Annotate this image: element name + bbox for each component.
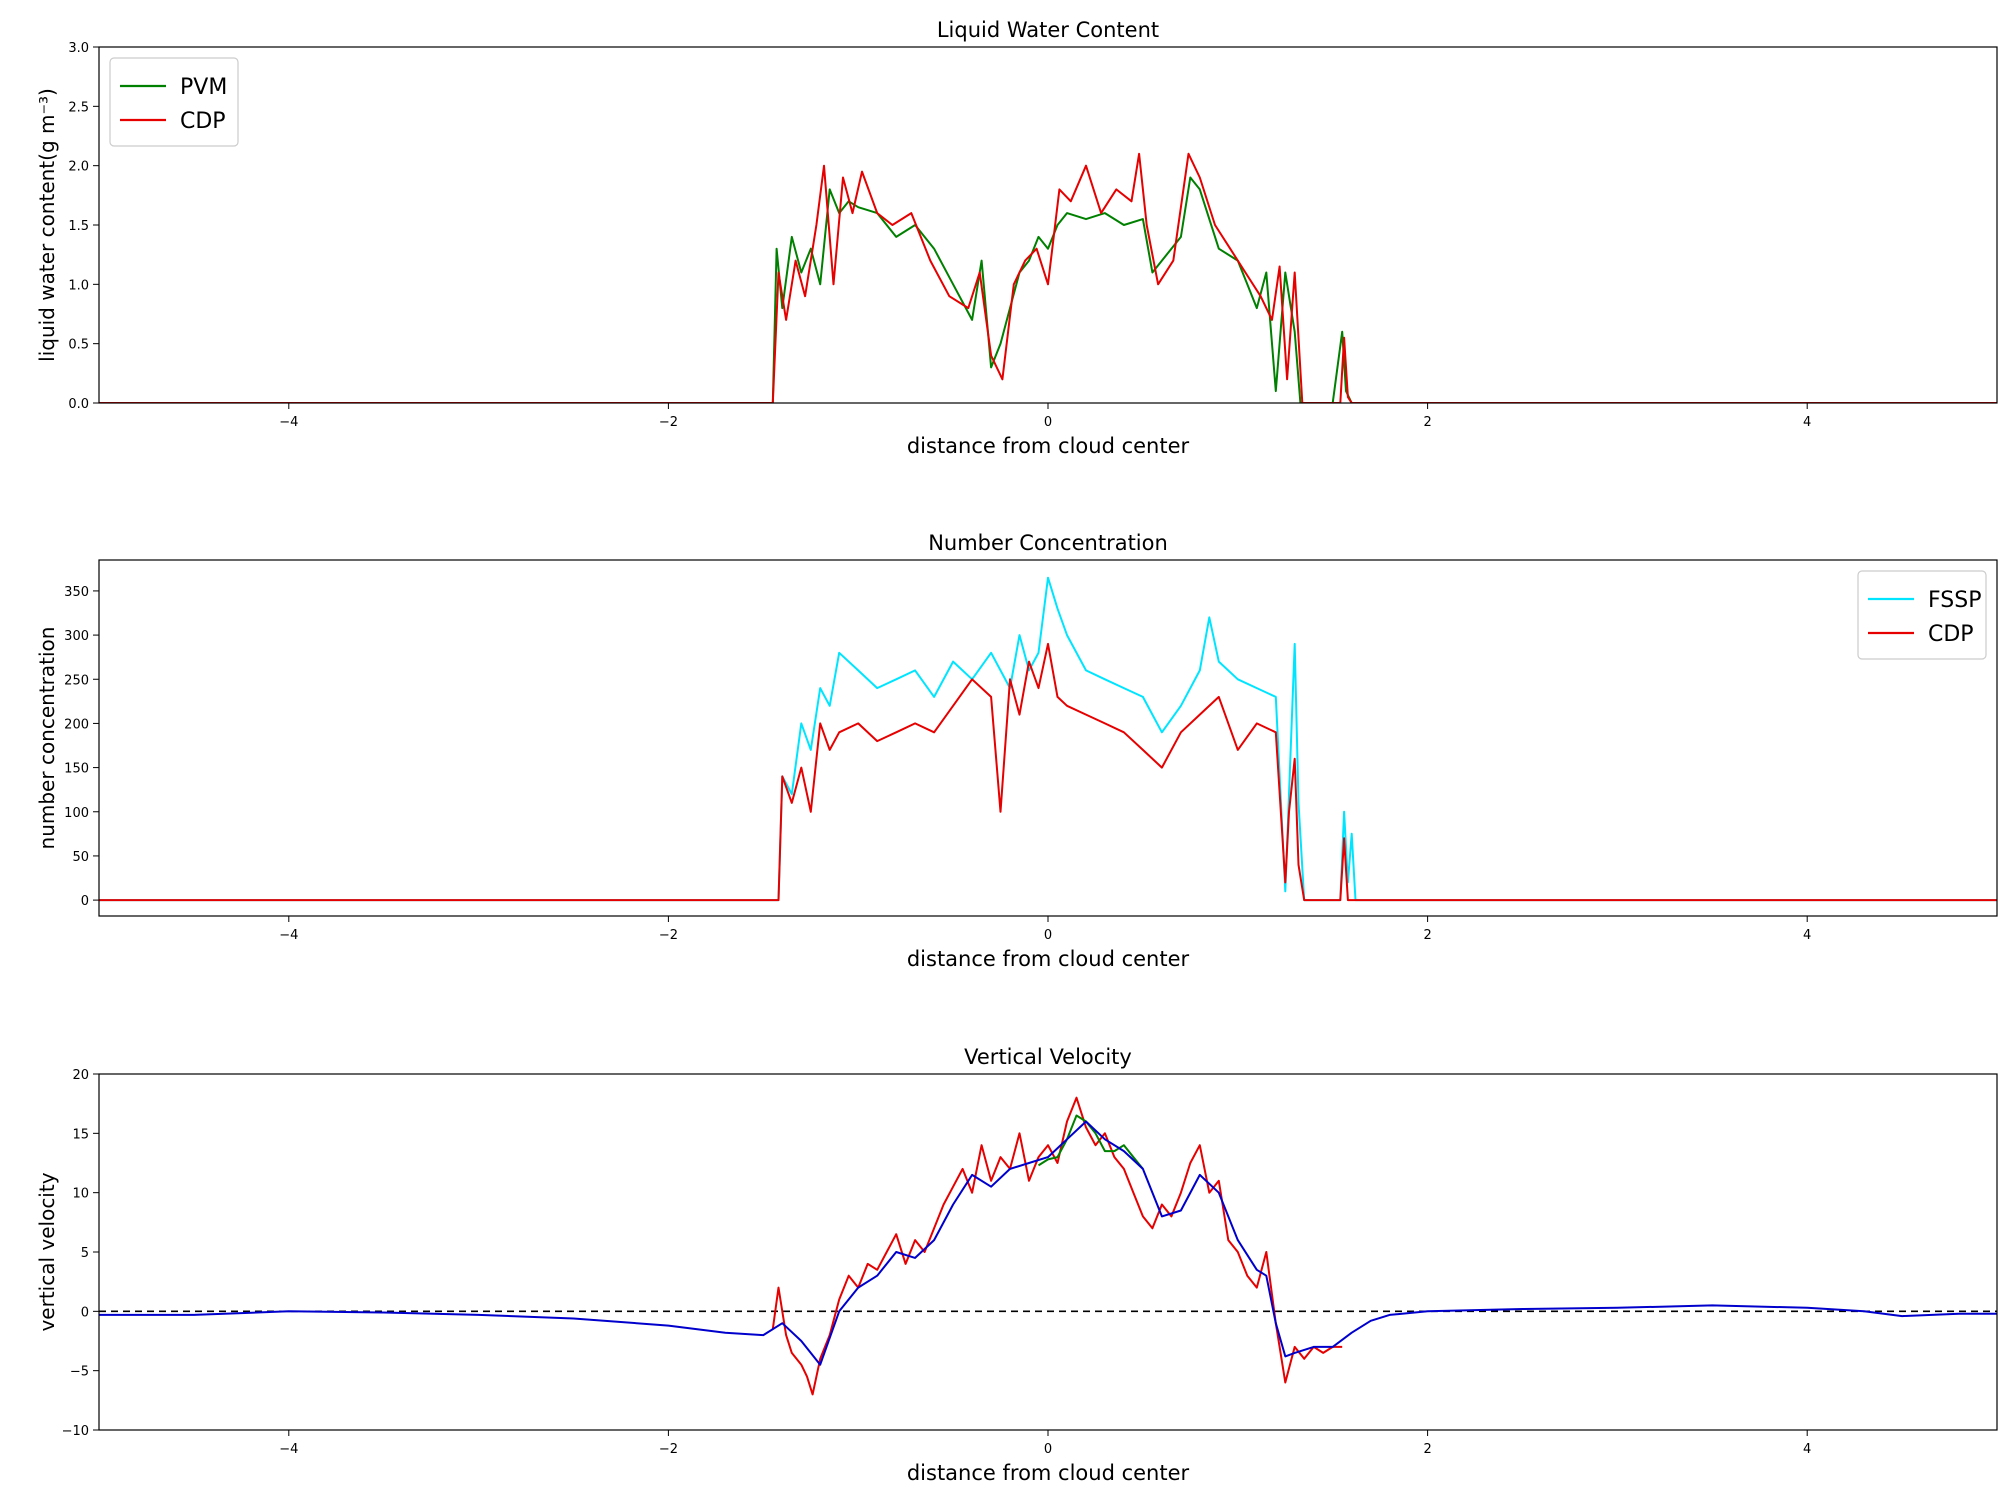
y-axis-label: number concentration bbox=[35, 627, 59, 850]
y-tick-label: 3.0 bbox=[68, 41, 89, 56]
x-tick-label: −4 bbox=[279, 415, 298, 430]
x-tick-label: −4 bbox=[279, 1442, 298, 1457]
y-tick-label: 1.5 bbox=[68, 219, 89, 234]
x-tick-label: 4 bbox=[1803, 928, 1811, 943]
subplot-3: Vertical Velocity −4 −2 0 2 4 −10 −5 0 5 10 15 20 dis… bbox=[35, 1045, 1998, 1485]
x-axis-label: distance from cloud center bbox=[907, 1461, 1190, 1485]
y-tick-label: −10 bbox=[62, 1424, 89, 1439]
x-tick-label: 0 bbox=[1044, 928, 1052, 943]
x-tick-label: −2 bbox=[659, 1442, 678, 1457]
fssp-series-line bbox=[99, 576, 1997, 902]
subplot-1: Liquid Water Content −4 −2 0 2 4 0.0 0.5 1.0 1.5 2… bbox=[35, 18, 1998, 458]
chart-title: Liquid Water Content bbox=[937, 18, 1159, 42]
legend-box bbox=[1857, 570, 1987, 660]
x-tick-label: 4 bbox=[1803, 1442, 1811, 1457]
plot-frame bbox=[98, 1073, 1998, 1431]
y-tick-label: 250 bbox=[64, 673, 89, 688]
y-tick-label: −5 bbox=[70, 1365, 89, 1380]
cdp-series-line bbox=[99, 152, 1997, 403]
x-tick-label: 2 bbox=[1423, 1442, 1431, 1457]
y-tick-label: 200 bbox=[64, 717, 89, 732]
y-tick-label: 300 bbox=[64, 629, 89, 644]
x-tick-label: −2 bbox=[659, 415, 678, 430]
legend: PVM CDP bbox=[109, 57, 239, 147]
plot-frame bbox=[98, 46, 1998, 404]
y-tick-label: 350 bbox=[64, 585, 89, 600]
y-tick-label: 150 bbox=[64, 762, 89, 777]
x-tick-label: −4 bbox=[279, 928, 298, 943]
y-tick-label: 2.5 bbox=[68, 100, 89, 115]
x-tick-label: 2 bbox=[1423, 415, 1431, 430]
x-axis-label: distance from cloud center bbox=[907, 947, 1190, 971]
y-tick-label: 100 bbox=[64, 806, 89, 821]
chart-title: Number Concentration bbox=[928, 531, 1168, 555]
green-series-line bbox=[1037, 1114, 1144, 1170]
y-tick-label: 0 bbox=[81, 894, 89, 909]
plot-frame bbox=[98, 559, 1998, 917]
legend-box bbox=[109, 57, 239, 147]
legend: FSSP CDP bbox=[1857, 570, 1987, 660]
x-tick-label: 0 bbox=[1044, 1442, 1052, 1457]
y-axis-label: vertical velocity bbox=[35, 1172, 59, 1331]
legend-label-cdp: CDP bbox=[1928, 622, 1974, 647]
x-axis-label: distance from cloud center bbox=[907, 434, 1190, 458]
x-tick-label: −2 bbox=[659, 928, 678, 943]
legend-label-pvm: PVM bbox=[180, 75, 227, 100]
y-tick-label: 20 bbox=[72, 1068, 89, 1083]
x-tick-label: 4 bbox=[1803, 415, 1811, 430]
x-tick-label: 0 bbox=[1044, 415, 1052, 430]
y-tick-label: 0.5 bbox=[68, 338, 89, 353]
x-tick-label: 2 bbox=[1423, 928, 1431, 943]
y-tick-label: 5 bbox=[81, 1246, 89, 1261]
legend-label-fssp: FSSP bbox=[1928, 588, 1981, 613]
y-tick-label: 0 bbox=[81, 1305, 89, 1320]
blue-series-line bbox=[99, 1120, 1997, 1366]
y-tick-label: 15 bbox=[72, 1127, 89, 1142]
chart-title: Vertical Velocity bbox=[964, 1045, 1132, 1069]
y-tick-label: 0.0 bbox=[68, 397, 89, 412]
y-tick-label: 50 bbox=[72, 850, 89, 865]
y-tick-label: 2.0 bbox=[68, 160, 89, 175]
legend-label-cdp: CDP bbox=[180, 109, 226, 134]
subplot-2: Number Concentration −4 −2 0 2 4 0 50 100 150 200 2… bbox=[35, 531, 1998, 971]
y-tick-label: 1.0 bbox=[68, 278, 89, 293]
red-series-line bbox=[771, 1096, 1343, 1396]
cdp-series-line bbox=[99, 642, 1997, 902]
pvm-series-line bbox=[99, 176, 1997, 403]
y-axis-label: liquid water content(g m⁻³) bbox=[35, 88, 59, 362]
y-tick-label: 10 bbox=[72, 1187, 89, 1202]
